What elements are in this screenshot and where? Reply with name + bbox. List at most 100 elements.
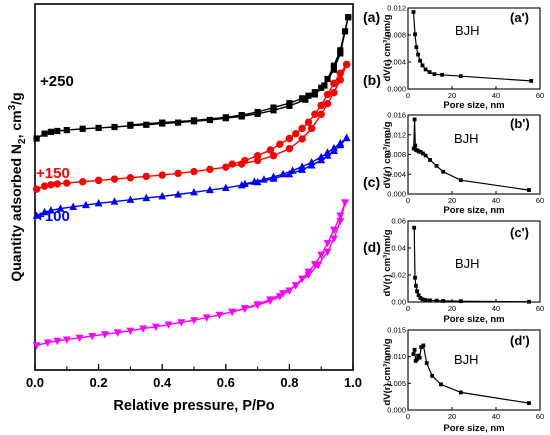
data-point <box>307 158 316 166</box>
data-point <box>228 160 236 168</box>
inset-data-point <box>414 45 419 50</box>
data-point <box>113 329 122 337</box>
data-point <box>177 319 186 327</box>
data-point <box>298 124 306 133</box>
data-point <box>317 251 326 260</box>
data-point <box>206 185 214 194</box>
inset-data-point <box>412 347 417 352</box>
data-point <box>321 82 328 89</box>
data-point <box>276 140 284 148</box>
inset-data-point <box>415 289 419 294</box>
inset-x-tick-label: 60 <box>536 91 544 100</box>
inset-data-point <box>413 143 418 148</box>
data-point <box>299 95 306 102</box>
inset-data-point <box>424 361 429 365</box>
data-point <box>336 76 344 84</box>
data-point <box>222 163 230 171</box>
data-point <box>330 62 338 69</box>
inset-data-point <box>419 345 424 349</box>
inset-y-tick-label: 0.016 <box>387 111 406 120</box>
inset-x-tick-label: 40 <box>492 304 500 313</box>
data-point <box>330 88 338 97</box>
inset-x-tick-label: 0 <box>406 91 410 100</box>
inset-y-axis-title: dV(r) cm³/nm/g <box>382 229 393 296</box>
data-point <box>291 282 300 290</box>
data-point <box>324 75 331 83</box>
series-d-isotherm <box>32 199 349 350</box>
inset-y-tick-label: 0.010 <box>387 352 406 361</box>
data-point <box>285 134 294 143</box>
main-x-tick-label: 0.8 <box>280 375 298 390</box>
data-point <box>40 207 49 216</box>
y-title-part: Quantity adsorbed N <box>8 144 24 282</box>
data-point <box>174 169 182 178</box>
data-point <box>43 339 52 347</box>
desorption-branch-line <box>130 17 349 126</box>
data-point <box>317 110 325 118</box>
inset-annotation: BJH <box>454 352 479 367</box>
data-point <box>330 226 338 235</box>
data-point <box>238 112 245 119</box>
inset-data-point <box>527 188 531 192</box>
data-point <box>139 325 148 333</box>
data-point <box>63 179 71 187</box>
inset-x-tick-label: 60 <box>536 196 544 205</box>
desorption-branch-line <box>232 202 346 313</box>
data-point <box>317 152 326 161</box>
data-point <box>279 169 287 178</box>
inset-x-tick-label: 20 <box>448 304 456 313</box>
inset-x-axis-title: Pore size, nm <box>443 314 504 325</box>
inset-y-tick-label: 0.005 <box>387 379 406 388</box>
data-point <box>174 190 182 198</box>
inset-y-tick-label: 0.008 <box>387 31 406 40</box>
data-point <box>32 185 41 193</box>
data-point <box>304 268 313 276</box>
inset-y-tick-label: 0.004 <box>387 170 406 179</box>
inset-panel-label: (b') <box>510 116 530 131</box>
data-point <box>330 66 338 73</box>
y-title-part: , cm <box>8 110 24 138</box>
data-point <box>190 117 198 124</box>
inset-x-axis-title: Pore size, nm <box>443 205 504 216</box>
data-point <box>94 199 103 207</box>
data-point <box>304 118 313 126</box>
inset-data-point <box>434 298 439 303</box>
data-point <box>221 183 230 191</box>
data-point <box>206 165 214 174</box>
data-point <box>298 275 307 284</box>
adsorption-branch-line <box>36 202 346 346</box>
series-c-isotherm <box>32 133 351 219</box>
data-point <box>285 287 294 295</box>
data-point <box>110 175 119 183</box>
inset-data-point <box>428 298 432 303</box>
inset-y-axis-title: dV(r) cm³/nm/g <box>382 121 393 188</box>
data-point <box>126 327 135 336</box>
data-point <box>127 121 134 128</box>
data-point <box>323 239 332 248</box>
inset-data-point <box>414 283 418 288</box>
data-point <box>269 172 278 180</box>
y-title-part: /g <box>8 92 24 104</box>
inset-panel-label: (a') <box>510 10 529 25</box>
inset-y-tick-label: 0.012 <box>387 130 406 139</box>
series-d-label: (d) <box>363 239 381 255</box>
inset-y-tick-label: 0.04 <box>391 244 406 253</box>
inset-data-point <box>439 382 443 387</box>
inset-y-tick-label: 0.015 <box>387 326 406 335</box>
series-a-offset-label: +250 <box>40 73 74 90</box>
main-series-group <box>32 14 352 350</box>
data-point <box>175 119 182 126</box>
inset-data-point <box>411 10 416 14</box>
inset-data-point <box>420 63 425 68</box>
data-point <box>266 146 275 154</box>
data-point <box>81 200 90 209</box>
data-point <box>310 261 319 269</box>
inset-data-point <box>441 299 446 303</box>
data-point <box>341 28 349 35</box>
inset-y-tick-label: 0.004 <box>387 58 406 67</box>
inset-y-axis-title: dV(r) cm³/nm/g <box>382 14 393 81</box>
inset-y-tick-label: 0.012 <box>387 4 406 13</box>
data-point <box>298 162 307 170</box>
inset-data-point <box>428 158 432 162</box>
